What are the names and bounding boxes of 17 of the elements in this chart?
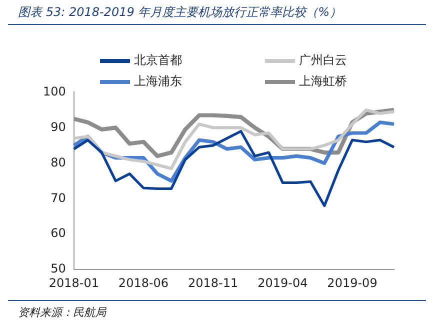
x-tick-label: 2018-11: [188, 276, 238, 290]
x-tick-label: 2019-09: [327, 276, 378, 290]
chart-title: 图表 53: 2018-2019 年月度主要机场放行正常率比较（%）: [18, 4, 342, 21]
legend-label: 北京首都: [134, 52, 182, 69]
x-tick-label: 2019-04: [258, 276, 308, 290]
legend-label: 上海虹桥: [299, 73, 347, 90]
y-tick-label: 100: [43, 84, 66, 98]
x-tick-label: 2018-06: [118, 276, 169, 290]
text: 资料来源：民航局: [18, 305, 106, 320]
y-tick-label: 60: [50, 226, 66, 240]
y-tick-label: 70: [50, 190, 66, 205]
x-tick-label: 2018-01: [48, 276, 99, 290]
y-tick-label: 80: [50, 155, 66, 170]
y-tick-label: 90: [50, 120, 66, 134]
y-tick-label: 50: [50, 262, 66, 276]
legend-label: 广州白云: [299, 52, 347, 69]
legend-label: 上海浦东: [134, 73, 182, 90]
